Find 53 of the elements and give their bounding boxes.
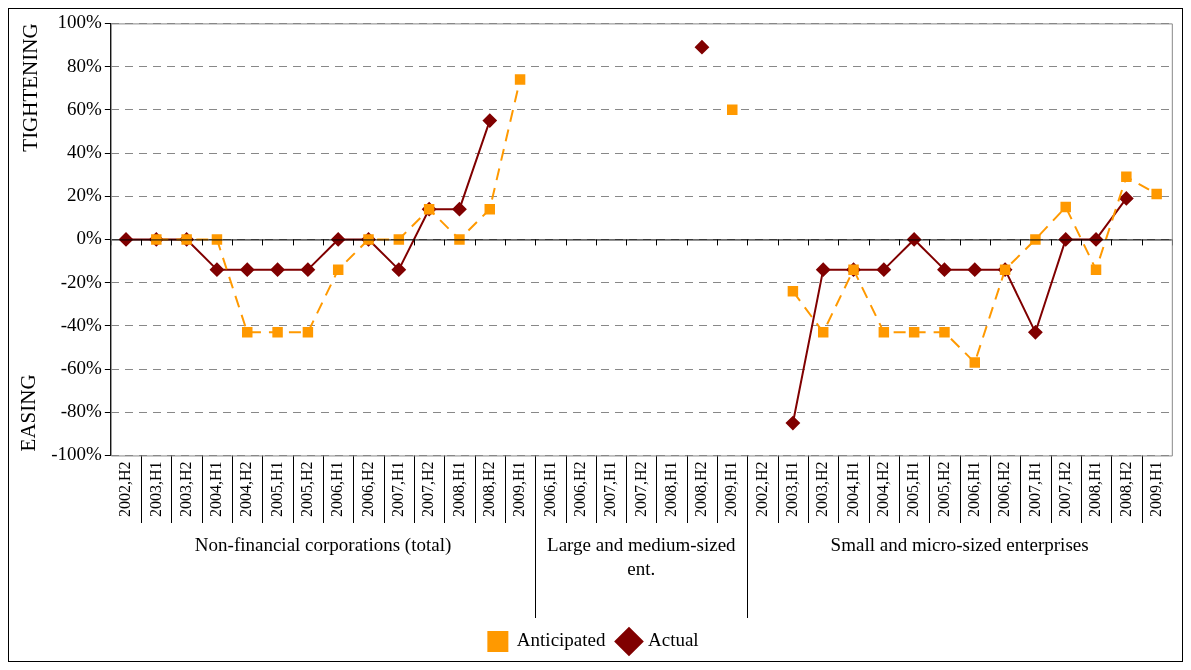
x-tick-label: 2005,H2 (934, 461, 952, 518)
x-tick-label: 2008,H2 (1116, 461, 1134, 518)
y-tick-label: -100% (51, 443, 103, 465)
y-tick-label: 100% (57, 11, 103, 33)
x-tick-label: 2005,H1 (904, 461, 922, 518)
x-tick-label: 2007,H2 (419, 461, 437, 518)
text: Non-financial corporations (total) (194, 534, 452, 557)
x-tick-label: 2006,H2 (995, 461, 1013, 518)
x-tick-label: 2005,H2 (298, 461, 316, 518)
x-tick-label: 2008,H1 (449, 461, 467, 518)
x-tick-label: 2006,H1 (964, 461, 982, 518)
y-tick-label: -20% (60, 270, 103, 292)
x-tick-label: 2004,H1 (843, 461, 861, 518)
x-tick-label: 2007,H2 (1055, 461, 1073, 518)
text: Large and medium-sized ent. (547, 534, 737, 580)
text: Small and micro-sized enterprises (830, 534, 1089, 556)
x-tick-label: 2003,H2 (813, 461, 831, 518)
x-tick-label: 2009,H1 (510, 461, 528, 518)
x-tick-label: 2003,H1 (783, 461, 801, 518)
y-axis-title: TIGHTENING (18, 23, 43, 152)
y-tick-label: -40% (60, 313, 103, 335)
x-tick-label: 2006,H2 (570, 461, 588, 518)
x-tick-label: 2005,H1 (267, 461, 285, 518)
y-tick-label: 40% (67, 141, 103, 162)
x-tick-label: 2004,H2 (874, 461, 892, 518)
y-tick-label: -80% (60, 400, 103, 422)
x-tick-label: 2006,H1 (540, 461, 558, 518)
x-tick-label: 2007,H1 (1025, 461, 1043, 518)
y-tick-label: 0% (76, 227, 103, 249)
legend-label: Anticipated (516, 629, 606, 651)
x-tick-label: 2002,H2 (116, 461, 134, 518)
x-tick-label: 2008,H2 (692, 461, 710, 518)
x-tick-label: 2002,H2 (752, 461, 770, 518)
x-tick-label: 2008,H1 (661, 461, 679, 518)
x-tick-label: 2008,H1 (1086, 461, 1104, 518)
x-tick-label: 2007,H2 (631, 461, 649, 518)
x-tick-label: 2006,H2 (358, 461, 376, 518)
legend-label: Actual (648, 629, 699, 651)
x-tick-label: 2006,H1 (328, 461, 346, 518)
y-tick-label: 80% (67, 54, 103, 76)
x-tick-label: 2004,H1 (207, 461, 225, 518)
y-tick-label: 20% (67, 184, 103, 206)
text: EASING (15, 374, 40, 452)
y-tick-label: -60% (60, 357, 103, 379)
x-tick-label: 2009,H1 (1146, 461, 1164, 518)
x-tick-label: 2007,H1 (389, 461, 407, 518)
x-tick-label: 2003,H2 (176, 461, 194, 518)
x-tick-label: 2009,H1 (722, 461, 740, 518)
y-tick-label: 60% (67, 97, 103, 119)
x-tick-label: 2007,H1 (601, 461, 619, 518)
x-tick-label: 2008,H2 (479, 461, 497, 518)
x-tick-label: 2003,H1 (146, 461, 164, 518)
x-tick-label: 2004,H2 (237, 461, 255, 518)
